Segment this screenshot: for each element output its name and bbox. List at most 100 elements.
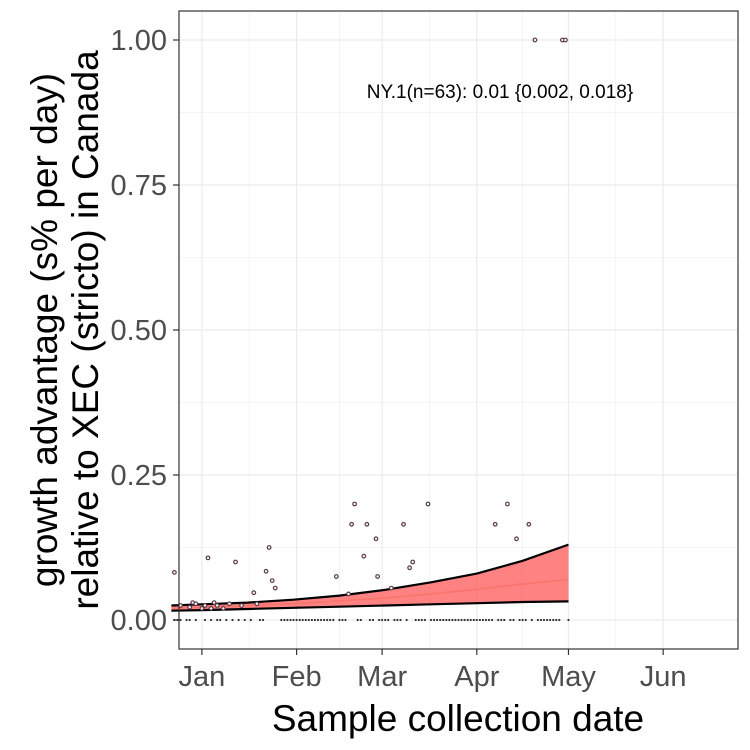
zero-point bbox=[463, 618, 466, 622]
zero-point bbox=[445, 618, 448, 622]
zero-point bbox=[436, 618, 439, 622]
zero-point bbox=[292, 618, 295, 622]
data-point bbox=[333, 574, 339, 579]
ribbon-upper-line bbox=[171, 543, 569, 607]
data-point bbox=[364, 521, 370, 527]
data-point bbox=[388, 585, 394, 591]
zero-point bbox=[356, 618, 359, 622]
zero-point bbox=[552, 618, 555, 622]
zero-point bbox=[341, 618, 344, 622]
zero-point bbox=[457, 618, 460, 622]
zero-point bbox=[298, 618, 301, 622]
zero-point bbox=[524, 618, 527, 622]
grid-major bbox=[179, 11, 738, 649]
zero-points bbox=[173, 618, 570, 622]
y-axis-title-line1: growth advantage (s% per day) bbox=[24, 73, 65, 587]
zero-point bbox=[378, 618, 381, 622]
zero-point bbox=[280, 618, 283, 622]
fit-line bbox=[171, 578, 569, 610]
zero-point bbox=[326, 618, 329, 622]
zero-point bbox=[338, 618, 341, 622]
data-point bbox=[187, 604, 193, 610]
zero-point bbox=[555, 618, 558, 622]
y-axis-title-line2: relative to XEC (stricto) in Canada bbox=[65, 50, 106, 610]
data-point bbox=[233, 559, 238, 565]
data-point bbox=[352, 501, 358, 507]
data-point bbox=[266, 545, 272, 550]
zero-point bbox=[310, 618, 313, 622]
zero-point bbox=[433, 618, 436, 622]
x-tick-label: Jun bbox=[640, 661, 687, 693]
zero-point bbox=[231, 618, 234, 622]
zero-point bbox=[399, 618, 402, 622]
y-tick-label: 0.75 bbox=[111, 170, 167, 202]
zero-point bbox=[393, 618, 396, 622]
y-tick-label: 0.25 bbox=[111, 460, 167, 492]
zero-point bbox=[359, 618, 362, 622]
data-point bbox=[254, 601, 260, 607]
data-point bbox=[220, 606, 226, 611]
zero-point bbox=[319, 618, 323, 622]
zero-point bbox=[454, 618, 457, 622]
data-points bbox=[171, 37, 568, 611]
zero-point bbox=[185, 618, 188, 622]
data-point bbox=[532, 37, 538, 43]
zero-point bbox=[179, 618, 182, 622]
data-point bbox=[563, 37, 568, 43]
fit-line-path bbox=[171, 578, 569, 610]
fit-annotation: NY.1(n=63): 0.01 {0.002, 0.018} bbox=[367, 82, 633, 103]
data-point bbox=[410, 559, 416, 565]
zero-point bbox=[567, 618, 570, 622]
zero-point bbox=[249, 618, 252, 622]
zero-point bbox=[429, 618, 433, 622]
zero-point bbox=[549, 618, 552, 622]
zero-point bbox=[484, 618, 488, 622]
zero-point bbox=[237, 618, 240, 622]
zero-point bbox=[417, 618, 420, 622]
zero-point bbox=[509, 618, 512, 622]
ribbon-area bbox=[171, 544, 569, 611]
zero-point bbox=[304, 618, 307, 622]
data-point bbox=[251, 590, 257, 596]
zero-point bbox=[329, 618, 332, 622]
data-point bbox=[208, 606, 214, 611]
zero-point bbox=[497, 618, 500, 622]
zero-point bbox=[475, 618, 478, 622]
zero-point bbox=[283, 618, 286, 622]
plot-panel: NY.1(n=63): 0.01 {0.002, 0.018} bbox=[171, 10, 739, 650]
zero-point bbox=[558, 618, 561, 622]
zero-point bbox=[478, 618, 481, 622]
data-point bbox=[526, 521, 532, 527]
zero-point bbox=[420, 618, 423, 622]
data-point bbox=[226, 601, 232, 607]
zero-point bbox=[530, 618, 533, 622]
data-point bbox=[193, 601, 199, 607]
zero-point bbox=[307, 618, 310, 622]
zero-point bbox=[460, 618, 463, 622]
zero-point bbox=[521, 618, 524, 622]
zero-point bbox=[261, 618, 265, 622]
y-tick-label: 0.50 bbox=[111, 315, 167, 347]
zero-point bbox=[387, 618, 390, 622]
zero-point bbox=[368, 618, 371, 622]
zero-point bbox=[466, 618, 469, 622]
zero-point bbox=[243, 618, 246, 622]
data-point bbox=[407, 565, 413, 571]
zero-point bbox=[381, 618, 384, 622]
data-point bbox=[361, 553, 367, 559]
zero-point bbox=[503, 618, 506, 622]
data-point bbox=[346, 591, 351, 597]
zero-point bbox=[414, 618, 417, 622]
x-tick-label: Jan bbox=[179, 661, 226, 693]
zero-point bbox=[472, 618, 475, 622]
zero-point bbox=[451, 618, 454, 622]
zero-point bbox=[194, 618, 197, 622]
zero-point bbox=[512, 618, 515, 622]
data-point bbox=[205, 555, 211, 561]
zero-point bbox=[316, 618, 320, 622]
zero-point bbox=[384, 618, 387, 622]
data-point bbox=[263, 568, 269, 574]
zero-point bbox=[286, 618, 289, 622]
x-tick-label: May bbox=[541, 661, 596, 693]
zero-point bbox=[323, 618, 326, 622]
